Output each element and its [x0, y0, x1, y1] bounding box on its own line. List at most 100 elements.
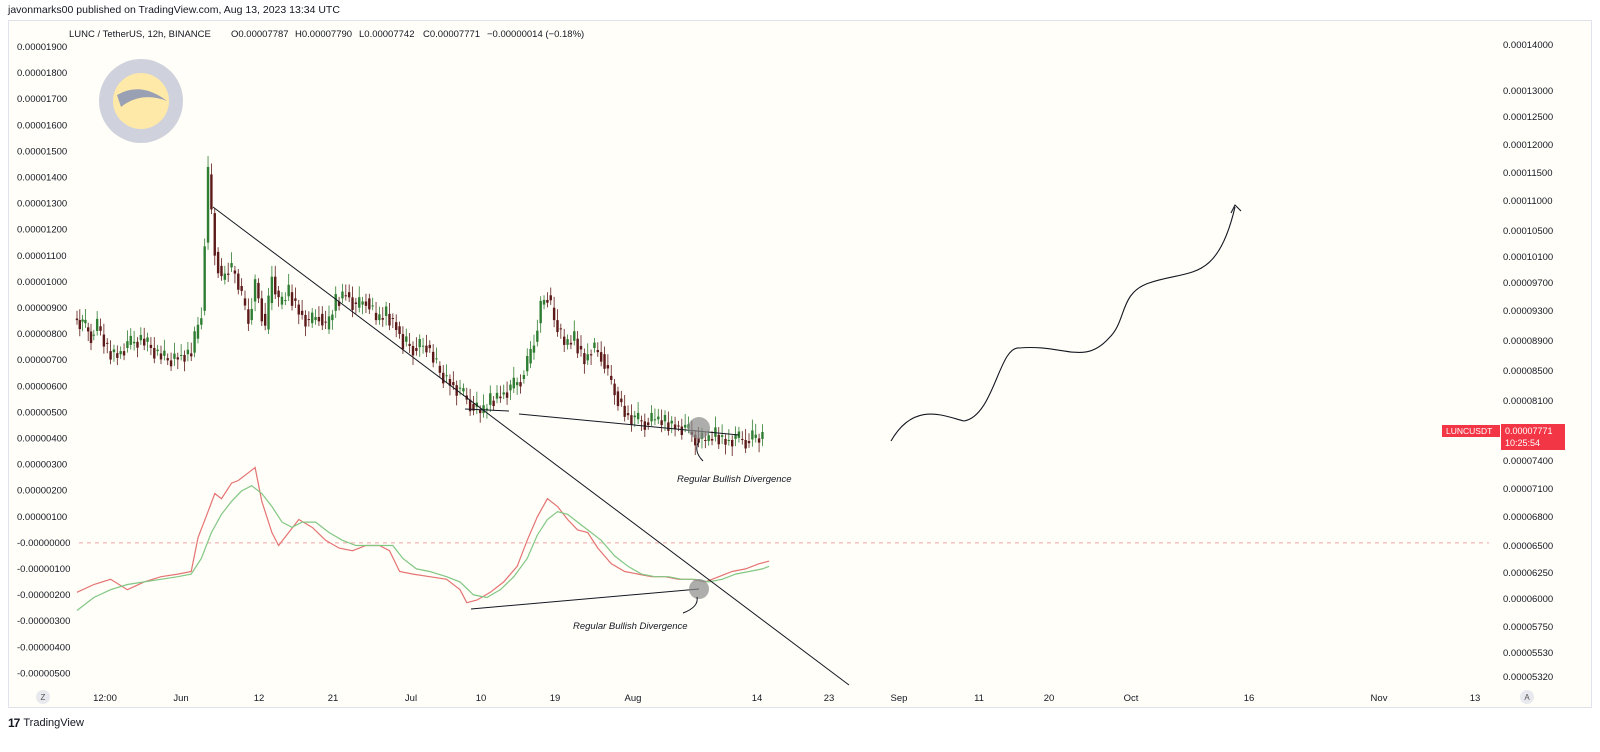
signal-line — [76, 484, 770, 611]
last-price-badge: LUNCUSDT 0.00007771 10:25:54 — [1442, 424, 1565, 450]
downtrend-line — [212, 206, 850, 686]
candle-body — [270, 276, 274, 304]
left-axis-tick-label: 0.00001600 — [17, 120, 67, 131]
price-chart[interactable]: 0.00001900 0.00001800 0.00001700 0.00001600… — [9, 21, 1593, 709]
candle-body — [122, 351, 126, 356]
candle-body — [556, 320, 559, 333]
candle-body — [606, 365, 610, 369]
candle-body — [462, 388, 465, 392]
candle-body — [731, 439, 734, 447]
right-axis-tick-label: 0.00009300 — [1503, 306, 1553, 317]
candle-body — [398, 326, 401, 335]
candle-body — [421, 345, 425, 347]
candle-body — [233, 270, 237, 274]
candle-body — [240, 286, 243, 291]
right-axis-tick-label: 0.00014000 — [1503, 40, 1553, 51]
time-axis-tick-label: 10 — [476, 693, 487, 704]
candle-body — [401, 334, 405, 350]
candle-body — [761, 432, 764, 439]
oscillator-divergence-label: Regular Bullish Divergence — [573, 621, 688, 632]
right-axis-tick-label: 0.00005320 — [1503, 672, 1553, 683]
left-axis-tick-label: 0.00001300 — [17, 199, 67, 210]
candle-body — [458, 387, 462, 389]
candle-body — [169, 360, 173, 367]
svg-text:A: A — [1524, 693, 1530, 702]
candle-body — [196, 324, 200, 339]
candle-body — [250, 308, 253, 321]
candle-body — [448, 379, 452, 386]
candle-body — [613, 383, 616, 396]
candle-body — [492, 400, 495, 407]
candle-body — [176, 357, 179, 360]
candle-body — [529, 348, 532, 364]
left-axis-tick-label: 0.00000200 — [17, 486, 67, 497]
candle-body — [610, 375, 613, 380]
candle-body — [616, 391, 620, 407]
lunc-logo-icon — [99, 59, 183, 143]
right-axis-tick-label: 0.00012500 — [1503, 112, 1553, 123]
time-axis-tick-label: 13 — [1470, 693, 1481, 704]
candle-body — [311, 312, 314, 324]
candle-body — [257, 282, 260, 299]
right-axis-tick-label: 0.00009700 — [1503, 278, 1553, 289]
candle-body — [156, 349, 159, 352]
candle-body — [213, 213, 216, 256]
candle-body — [277, 290, 280, 298]
candle-body — [371, 305, 374, 307]
candle-body — [566, 339, 569, 345]
candle-body — [727, 439, 731, 441]
zoom-toggle-button[interactable]: Z — [36, 690, 50, 704]
candle-body — [677, 425, 680, 427]
candle-body — [260, 298, 263, 322]
candle-body — [724, 438, 727, 445]
candle-body — [495, 392, 499, 399]
candle-body — [347, 292, 351, 298]
candle-body — [183, 354, 186, 362]
candle-body — [428, 344, 431, 349]
candle-body — [92, 334, 95, 336]
left-axis-tick-label: -0.00000300 — [17, 616, 70, 627]
candle-body — [75, 318, 79, 321]
candle-body — [720, 435, 724, 437]
macd-line — [76, 466, 770, 604]
legend-close: C0.00007771 — [423, 29, 480, 40]
candle-body — [106, 342, 109, 344]
candle-body — [307, 319, 311, 321]
candle-body — [206, 166, 210, 243]
auto-scale-button[interactable]: A — [1520, 690, 1534, 704]
candle-body — [710, 438, 714, 441]
right-axis-tick-label: 0.00010500 — [1503, 226, 1553, 237]
candle-body — [435, 358, 438, 360]
left-axis-tick-label: 0.00001400 — [17, 173, 67, 184]
candle-body — [596, 350, 599, 353]
candle-body — [536, 330, 539, 342]
candle-body — [344, 295, 347, 297]
candle-body — [381, 318, 384, 320]
candle-body — [267, 295, 270, 330]
right-axis-tick-label: 0.00006800 — [1503, 512, 1553, 523]
left-price-axis[interactable]: 0.00001900 0.00001800 0.00001700 0.00001600… — [17, 42, 70, 679]
candle-body — [200, 318, 203, 325]
candle-body — [337, 301, 341, 306]
legend-change: −0.00000014 (−0.18%) — [487, 29, 584, 40]
time-axis-tick-label: 11 — [974, 693, 984, 704]
candle-body — [163, 350, 166, 356]
candle-body — [304, 314, 307, 327]
candle-body — [186, 349, 190, 355]
candle-body — [243, 298, 247, 306]
candle-body — [284, 300, 287, 302]
candle-body — [341, 291, 344, 299]
candle-body — [388, 313, 391, 326]
candle-body — [149, 344, 153, 348]
left-axis-tick-label: 0.00001500 — [17, 146, 67, 157]
right-price-axis[interactable]: 0.00014000 0.00013000 0.00012500 0.00012000… — [1503, 40, 1553, 683]
candle-body — [274, 276, 277, 295]
time-axis-tick-label: 23 — [824, 693, 835, 704]
candle-body — [633, 415, 636, 418]
right-axis-tick-label: 0.00006000 — [1503, 594, 1553, 605]
chart-frame[interactable]: 0.00001900 0.00001800 0.00001700 0.00001600… — [8, 20, 1592, 708]
candle-body — [647, 422, 650, 426]
time-axis[interactable]: 12:00 Jun 12 21 Jul 10 19 Aug 14 23 Sep 11 20 Oct 16 No… — [93, 693, 1480, 704]
candle-body — [395, 322, 398, 331]
candle-body — [237, 273, 240, 290]
